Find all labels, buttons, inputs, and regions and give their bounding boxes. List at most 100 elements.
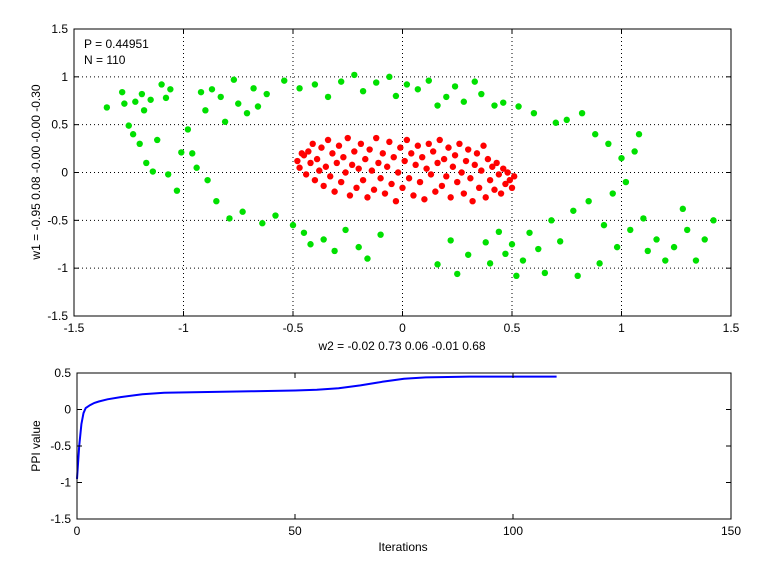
scatter-point-green [136, 140, 143, 147]
scatter-point-green [653, 236, 660, 243]
line-y-axis-label: PPI value [29, 420, 43, 472]
scatter-point-red [482, 194, 489, 201]
y-tick-label: 1.5 [51, 22, 68, 36]
scatter-point-red [506, 176, 514, 184]
scatter-point-red [473, 150, 481, 157]
scatter-ticks: -1.5 -1 -0.5 0 0.5 1 1.5 -1.5 -1 -0.5 0 0.5 1 1.5 [47, 22, 739, 335]
scatter-point-green [541, 269, 549, 277]
line-ticks: 0 50 100 150 -1.5 -1 -0.5 0 0.5 [50, 366, 741, 538]
scatter-point-green [320, 236, 327, 243]
x-tick-label: -0.5 [283, 321, 304, 335]
scatter-point-green [167, 86, 174, 93]
scatter-point-green [189, 150, 196, 157]
scatter-point-green [556, 238, 564, 245]
scatter-point-green [250, 85, 257, 92]
scatter-point-red [366, 146, 373, 153]
scatter-point-red [489, 163, 496, 170]
scatter-point-green [213, 198, 220, 205]
scatter-point-green [121, 100, 128, 107]
scatter-point-green [239, 208, 246, 215]
scatter-point-red [309, 140, 316, 147]
scatter-point-green [454, 270, 461, 278]
scatter-point-red [447, 194, 454, 201]
scatter-point-red [296, 164, 303, 171]
scatter-point-green [147, 96, 154, 103]
scatter-point-green [600, 221, 608, 229]
scatter-point-green [451, 83, 459, 90]
scatter-point-green [508, 241, 516, 248]
scatter-point-green [226, 215, 233, 222]
scatter-point-green [679, 205, 687, 213]
scatter-point-green [526, 229, 533, 236]
scatter-point-green [495, 228, 503, 236]
scatter-point-green [596, 260, 603, 267]
scatter-point-green [300, 229, 308, 236]
scatter-point-red [432, 188, 439, 195]
scatter-point-green [644, 247, 651, 255]
y-tick-label: 0.5 [54, 366, 71, 380]
scatter-point-red [427, 171, 435, 178]
scatter-point-green [138, 90, 146, 98]
scatter-point-green [684, 226, 691, 234]
scatter-point-green [443, 93, 450, 101]
scatter-point-green [434, 261, 441, 268]
scatter-point-green [243, 109, 251, 117]
scatter-point-red [324, 136, 332, 144]
scatter-point-green [392, 92, 400, 100]
scatter-point-red [329, 150, 336, 157]
scatter-point-green [478, 90, 485, 98]
scatter-point-red [362, 155, 369, 163]
scatter-point-red [333, 159, 340, 167]
scatter-point-green [193, 164, 200, 171]
scatter-point-green [259, 220, 266, 227]
scatter-grid [74, 29, 731, 316]
y-tick-label: -0.5 [50, 439, 71, 453]
scatter-x-axis-label: w2 = -0.02 0.73 0.06 -0.01 0.68 [317, 339, 485, 353]
scatter-point-green [221, 118, 229, 125]
x-tick-label: 0.5 [504, 321, 521, 335]
x-tick-label: 1.5 [723, 321, 740, 335]
scatter-point-green [535, 245, 542, 253]
scatter-point-green [434, 102, 441, 109]
scatter-point-red [502, 180, 509, 188]
scatter-point-green [230, 76, 238, 83]
scatter-point-red [357, 140, 365, 147]
scatter-point-red [469, 198, 476, 205]
scatter-point-green [359, 87, 367, 95]
scatter-point-red [373, 134, 380, 142]
scatter-point-red [320, 182, 327, 190]
y-tick-label: -1 [57, 261, 68, 275]
scatter-point-red [408, 150, 415, 157]
scatter-point-green [618, 154, 625, 162]
scatter-point-red [335, 142, 343, 149]
scatter-point-green [530, 109, 538, 117]
scatter-point-red [471, 161, 478, 169]
scatter-point-red [348, 161, 356, 169]
scatter-point-green [563, 116, 570, 124]
scatter-point-green [143, 159, 150, 167]
scatter-point-green [609, 190, 616, 197]
scatter-point-green [263, 90, 270, 98]
scatter-point-red [491, 186, 498, 193]
scatter-point-green [701, 236, 708, 243]
scatter-point-red [318, 144, 325, 151]
scatter-point-red [405, 175, 413, 182]
scatter-point-green [162, 94, 170, 102]
y-tick-label: -1.5 [50, 512, 71, 526]
scatter-point-green [386, 73, 393, 81]
scatter-point-green [337, 78, 345, 85]
scatter-point-red [416, 178, 424, 186]
scatter-point-green [208, 86, 216, 93]
scatter-point-green [158, 81, 165, 88]
line-plot: 0 50 100 150 -1.5 -1 -0.5 0 0.5 Iterations PPI v… [29, 366, 741, 554]
scatter-point-green [296, 85, 303, 92]
scatter-point-red [383, 163, 391, 170]
scatter-point-green [692, 257, 700, 264]
x-tick-label: 1 [618, 321, 625, 335]
scatter-point-green [140, 107, 148, 114]
scatter-point-red [467, 175, 474, 182]
scatter-point-red [497, 190, 505, 197]
scatter-point-red [423, 165, 430, 172]
scatter-point-green [154, 136, 161, 144]
y-tick-label: 0.5 [51, 118, 68, 132]
